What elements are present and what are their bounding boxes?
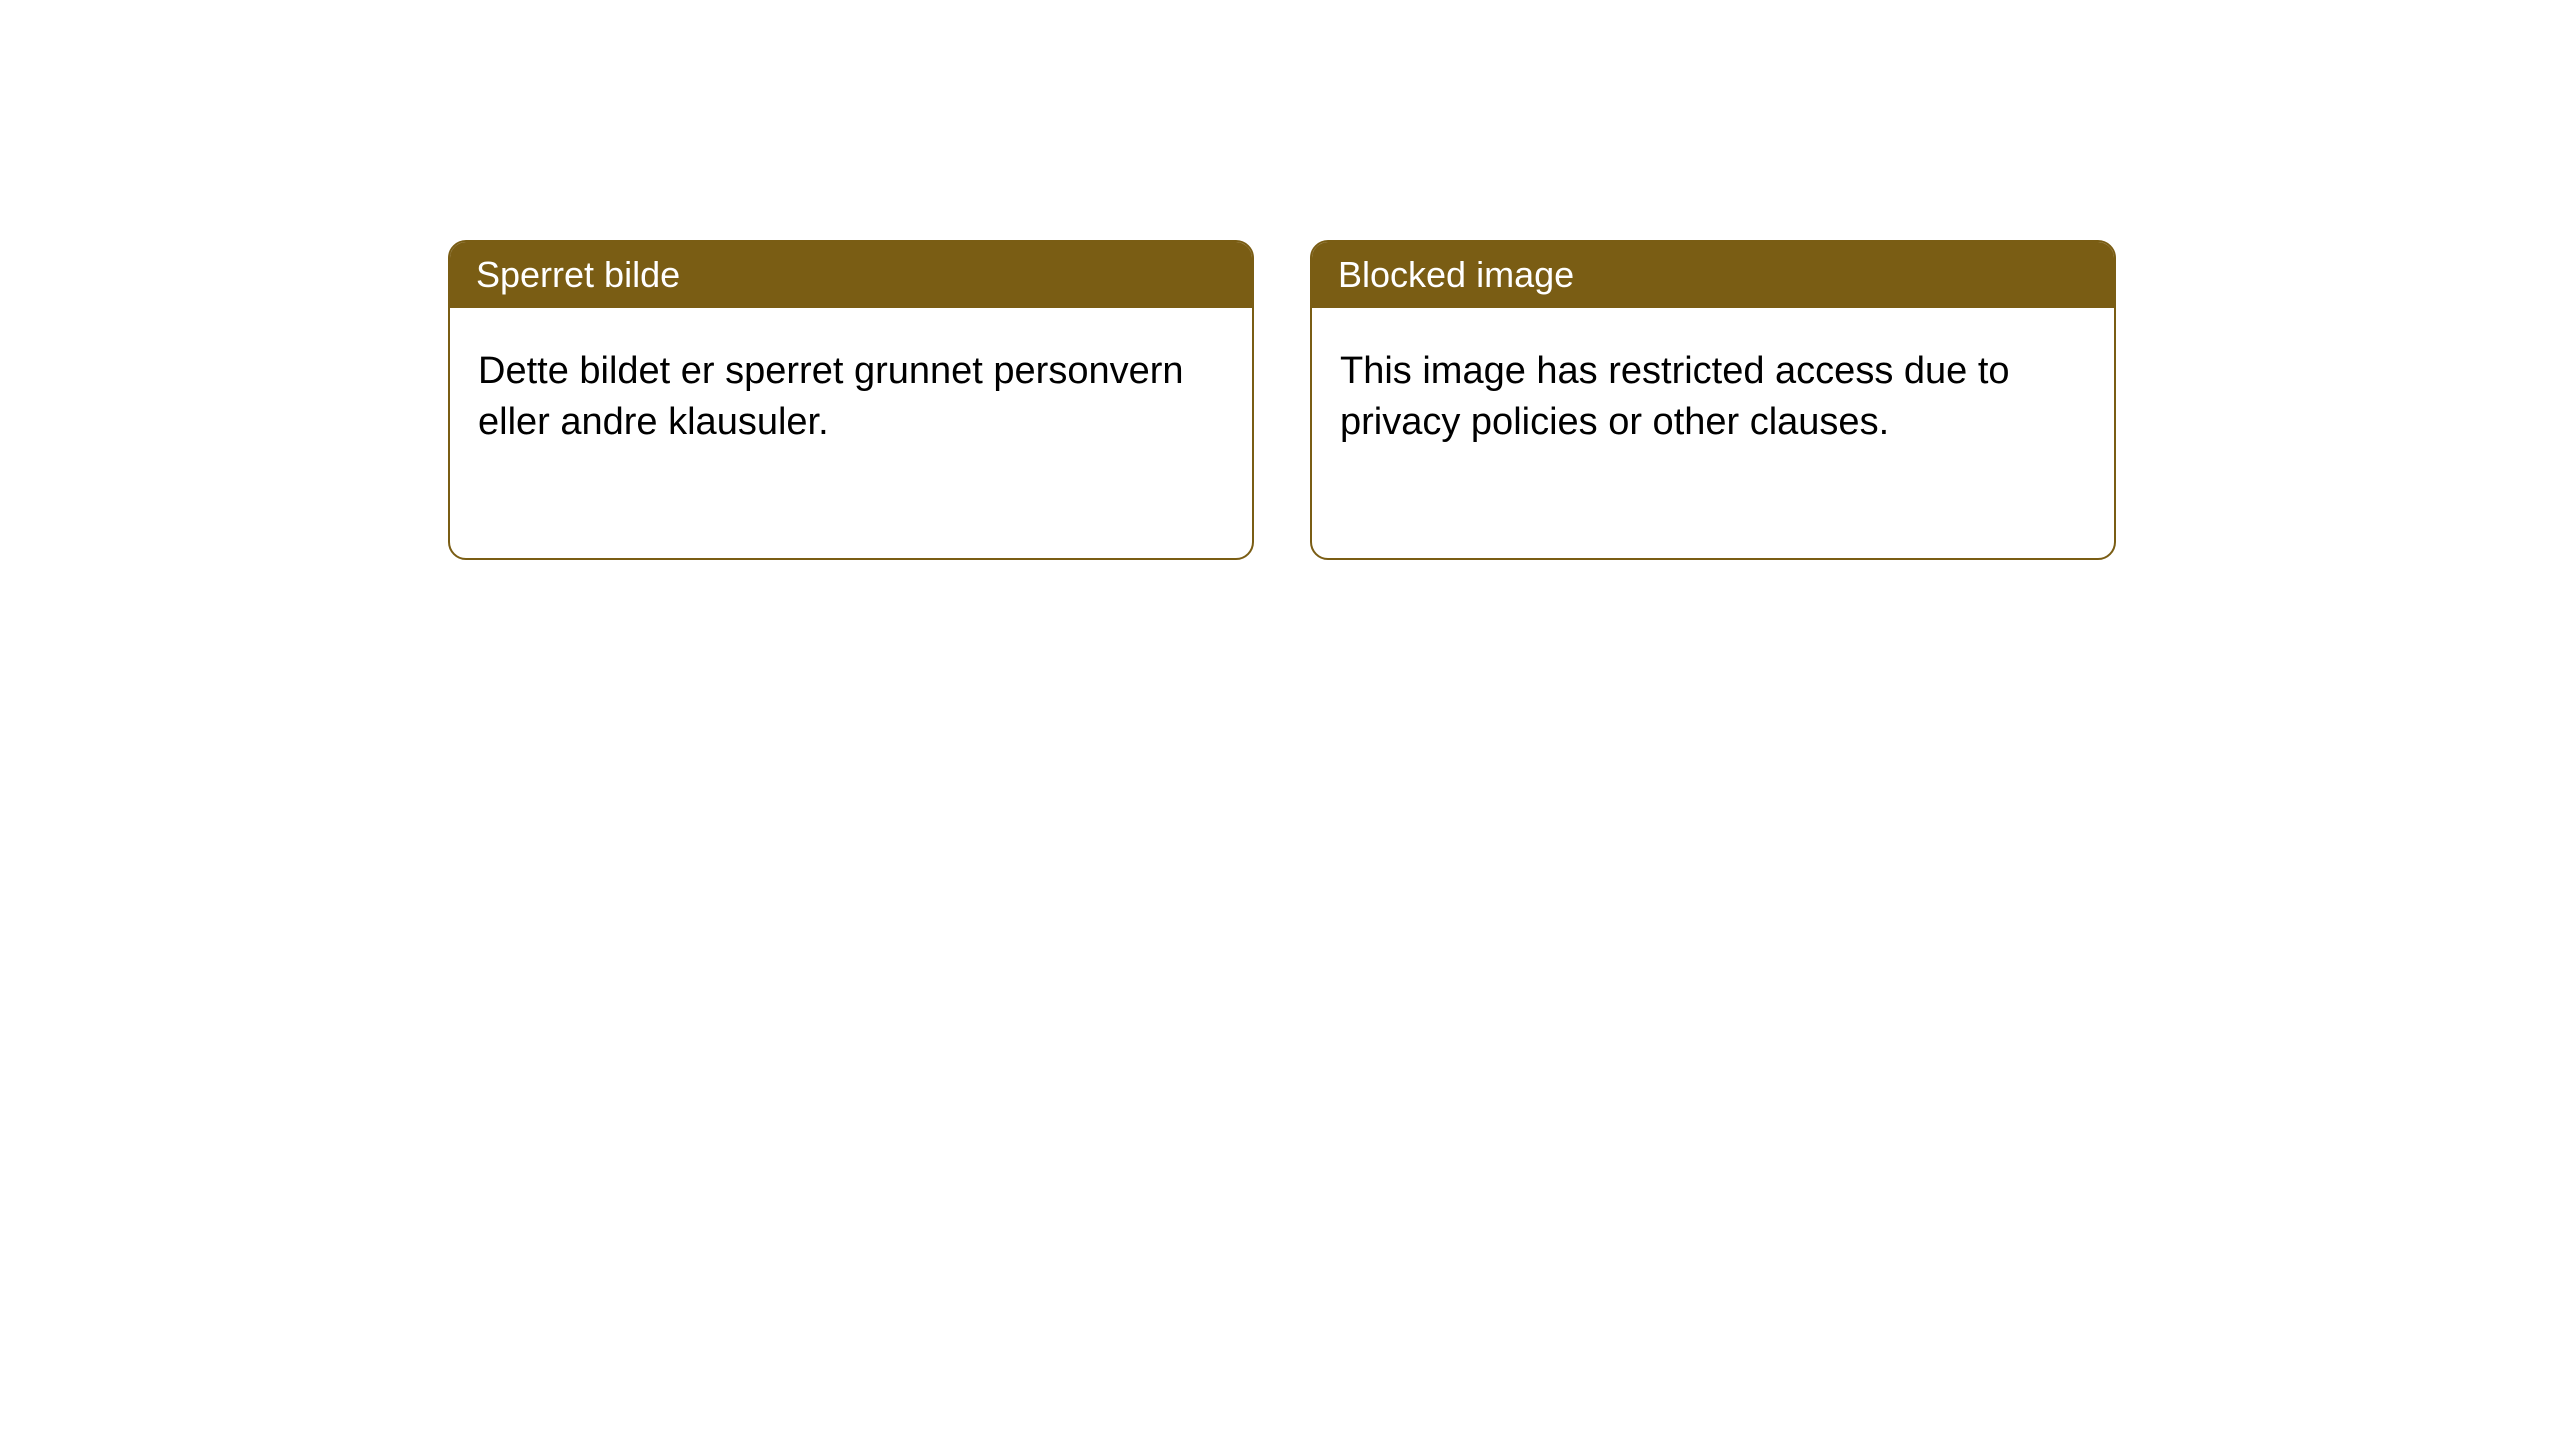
notice-card-english: Blocked image This image has restricted … [1310,240,2116,560]
notice-card-norwegian: Sperret bilde Dette bildet er sperret gr… [448,240,1254,560]
notice-header: Sperret bilde [450,242,1252,308]
notice-title: Sperret bilde [476,254,680,295]
notice-body-text: This image has restricted access due to … [1340,350,2010,443]
notice-title: Blocked image [1338,254,1574,295]
notice-header: Blocked image [1312,242,2114,308]
notice-body: Dette bildet er sperret grunnet personve… [450,308,1252,558]
notice-container: Sperret bilde Dette bildet er sperret gr… [0,0,2560,560]
notice-body: This image has restricted access due to … [1312,308,2114,558]
notice-body-text: Dette bildet er sperret grunnet personve… [478,350,1184,443]
